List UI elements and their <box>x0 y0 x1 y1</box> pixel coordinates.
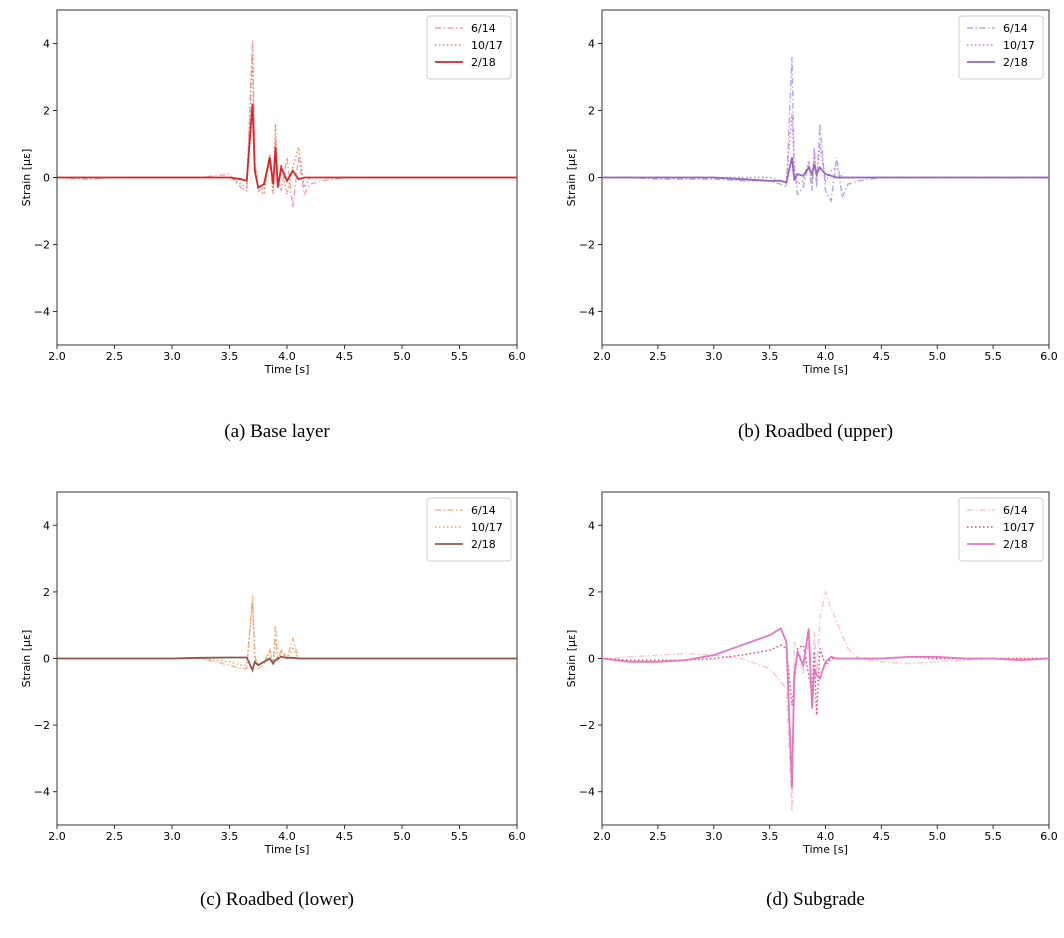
y-tick-label: 0 <box>43 653 50 666</box>
y-tick-label: 2 <box>588 105 595 118</box>
x-tick-label: 2.5 <box>649 350 667 363</box>
y-tick-label: −4 <box>579 306 595 319</box>
x-tick-label: 4.0 <box>817 830 835 843</box>
y-tick-label: −4 <box>579 786 595 799</box>
x-tick-label: 4.5 <box>336 350 354 363</box>
x-tick-label: 5.0 <box>929 830 947 843</box>
data-line <box>57 601 517 667</box>
x-axis-label: Time [s] <box>802 843 848 856</box>
x-tick-label: 5.5 <box>451 350 469 363</box>
y-tick-label: −4 <box>34 306 50 319</box>
y-tick-label: 0 <box>588 653 595 666</box>
x-tick-label: 3.0 <box>705 830 723 843</box>
data-line <box>602 589 1049 812</box>
x-tick-label: 3.0 <box>163 830 181 843</box>
data-line <box>57 655 517 673</box>
legend-label: 10/17 <box>471 39 503 52</box>
legend-box <box>426 497 512 562</box>
y-tick-label: −2 <box>579 719 595 732</box>
x-tick-label: 6.0 <box>508 350 526 363</box>
y-tick-label: 2 <box>43 586 50 599</box>
y-axis-label: Strain [με] <box>20 630 33 688</box>
x-tick-label: 2.0 <box>593 830 611 843</box>
x-axis-label: Time [s] <box>264 363 310 376</box>
y-tick-label: −2 <box>579 239 595 252</box>
x-tick-label: 2.0 <box>593 350 611 363</box>
x-tick-label: 3.5 <box>761 830 779 843</box>
legend-label: 2/18 <box>1003 538 1028 551</box>
caption: (d) Subgrade <box>766 889 865 910</box>
subplot: 2.0 2.5 3.0 3.5 4.0 4.5 5.0 5.5 6.0 −4 −2 0 2 4 Time [… <box>20 491 526 910</box>
x-tick-label: 6.0 <box>1040 830 1058 843</box>
data-line <box>602 644 1049 716</box>
x-tick-label: 2.5 <box>649 830 667 843</box>
y-tick-label: 4 <box>588 38 595 51</box>
legend-label: 2/18 <box>471 56 496 69</box>
x-tick-label: 2.0 <box>48 350 66 363</box>
legend-label: 6/14 <box>1003 504 1028 517</box>
y-tick-label: −4 <box>34 786 50 799</box>
legend-label: 10/17 <box>1003 39 1035 52</box>
x-tick-label: 2.5 <box>106 350 124 363</box>
x-tick-label: 5.0 <box>929 350 947 363</box>
x-tick-label: 3.5 <box>221 350 239 363</box>
x-tick-label: 2.0 <box>48 830 66 843</box>
x-tick-label: 4.5 <box>873 830 891 843</box>
y-tick-label: 4 <box>43 38 50 51</box>
x-axis-label: Time [s] <box>802 363 848 376</box>
x-tick-label: 3.0 <box>163 350 181 363</box>
x-tick-label: 4.0 <box>278 830 296 843</box>
legend-label: 2/18 <box>1003 56 1028 69</box>
legend-box <box>426 15 512 80</box>
x-tick-label: 5.0 <box>393 830 411 843</box>
y-tick-label: 2 <box>588 586 595 599</box>
x-tick-label: 4.5 <box>873 350 891 363</box>
x-tick-label: 5.5 <box>984 350 1002 363</box>
y-tick-label: 4 <box>588 519 595 532</box>
x-tick-label: 5.0 <box>393 350 411 363</box>
data-line <box>602 157 1049 184</box>
subplot: 2.0 2.5 3.0 3.5 4.0 4.5 5.0 5.5 6.0 −4 −2 0 2 4 Time [… <box>565 491 1058 910</box>
y-tick-label: 2 <box>43 105 50 118</box>
x-tick-label: 3.0 <box>705 350 723 363</box>
x-tick-label: 3.5 <box>761 350 779 363</box>
y-tick-label: −2 <box>34 719 50 732</box>
y-tick-label: −2 <box>34 239 50 252</box>
caption: (c) Roadbed (lower) <box>200 889 354 910</box>
data-line <box>57 103 517 189</box>
y-tick-label: 4 <box>43 519 50 532</box>
x-tick-label: 6.0 <box>1040 350 1058 363</box>
y-axis-label: Strain [με] <box>20 149 33 207</box>
x-tick-label: 4.0 <box>817 350 835 363</box>
legend-box <box>958 497 1044 562</box>
x-tick-label: 3.5 <box>221 830 239 843</box>
data-line <box>602 627 1049 789</box>
legend-label: 6/14 <box>471 504 496 517</box>
y-tick-label: 0 <box>43 172 50 185</box>
legend-label: 6/14 <box>471 22 496 35</box>
legend-box <box>958 15 1044 80</box>
x-tick-label: 5.5 <box>984 830 1002 843</box>
subplot: 2.0 2.5 3.0 3.5 4.0 4.5 5.0 5.5 6.0 −4 −2 0 2 4 Time [… <box>20 9 526 442</box>
x-tick-label: 5.5 <box>451 830 469 843</box>
x-tick-label: 6.0 <box>508 830 526 843</box>
y-axis-label: Strain [με] <box>565 149 578 207</box>
x-axis-label: Time [s] <box>264 843 310 856</box>
x-tick-label: 2.5 <box>106 830 124 843</box>
subplot: 2.0 2.5 3.0 3.5 4.0 4.5 5.0 5.5 6.0 −4 −2 0 2 4 Time [… <box>565 9 1058 442</box>
legend-label: 10/17 <box>471 521 503 534</box>
x-tick-label: 4.0 <box>278 350 296 363</box>
legend-label: 6/14 <box>1003 22 1028 35</box>
legend-label: 10/17 <box>1003 521 1035 534</box>
caption: (a) Base layer <box>224 421 330 442</box>
y-axis-label: Strain [με] <box>565 630 578 688</box>
legend-label: 2/18 <box>471 538 496 551</box>
caption: (b) Roadbed (upper) <box>738 421 893 442</box>
data-line <box>602 113 1049 186</box>
x-tick-label: 4.5 <box>336 830 354 843</box>
y-tick-label: 0 <box>588 172 595 185</box>
